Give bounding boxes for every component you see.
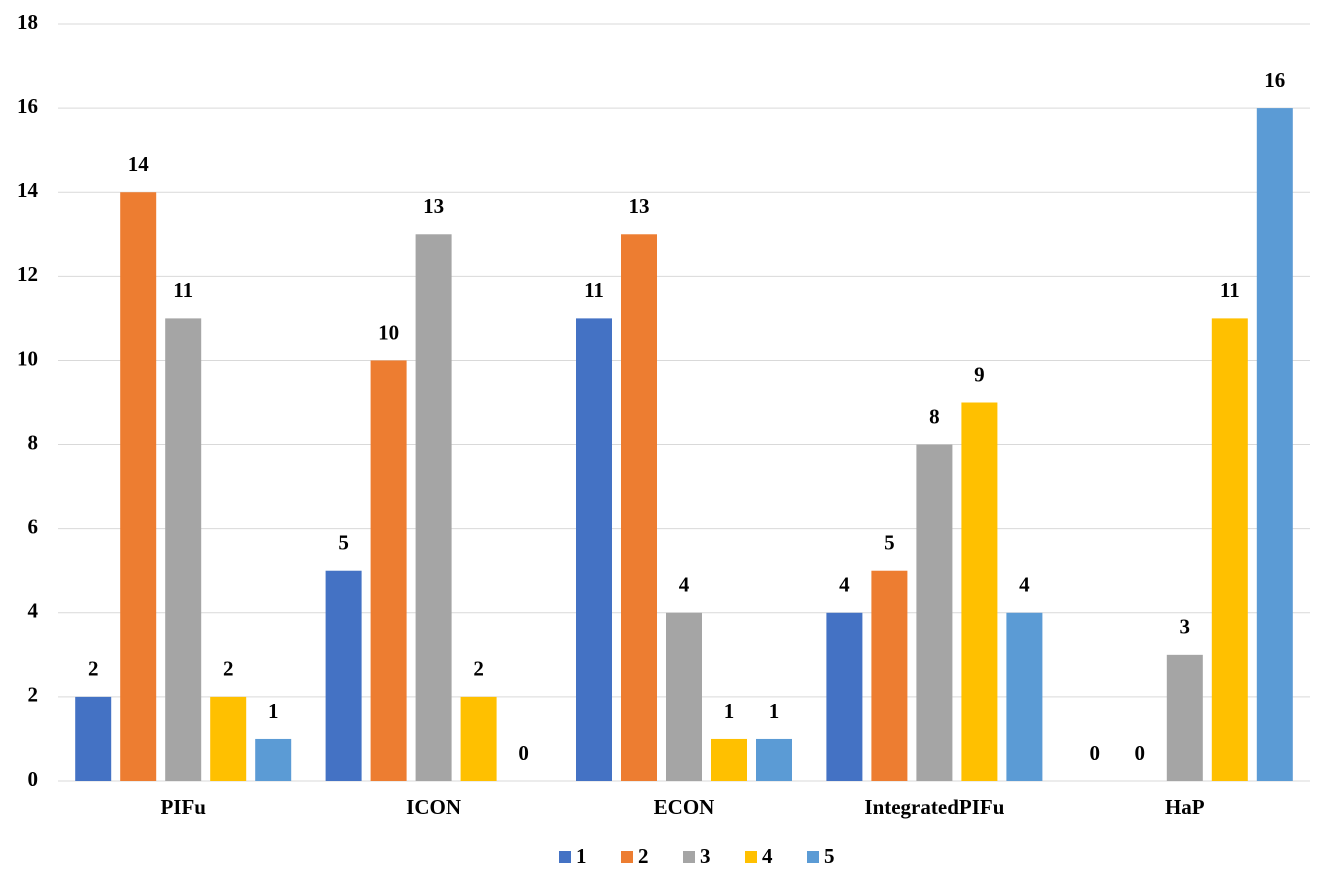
- bar: [621, 234, 657, 781]
- data-label: 2: [473, 657, 484, 681]
- bar: [576, 318, 612, 781]
- y-tick-label: 18: [17, 10, 38, 34]
- legend-swatch: [621, 851, 633, 863]
- bar: [165, 318, 202, 781]
- bar: [666, 612, 702, 781]
- data-label: 2: [223, 657, 234, 681]
- bar: [1211, 318, 1248, 781]
- data-label: 3: [1180, 615, 1191, 639]
- data-label: 11: [173, 278, 193, 302]
- y-tick-label: 6: [28, 514, 39, 538]
- legend-label: 2: [638, 844, 649, 868]
- legend-swatch: [683, 851, 695, 863]
- data-label: 4: [679, 573, 690, 597]
- x-tick-label: ICON: [406, 795, 461, 819]
- bar: [210, 696, 247, 781]
- data-label: 11: [1220, 278, 1240, 302]
- data-label: 13: [629, 194, 650, 218]
- y-tick-label: 12: [17, 262, 38, 286]
- data-label: 2: [88, 657, 99, 681]
- legend-swatch: [559, 851, 571, 863]
- bar: [871, 570, 908, 781]
- data-label: 16: [1264, 68, 1285, 92]
- data-label: 11: [584, 278, 604, 302]
- bar: [255, 738, 292, 781]
- legend-swatch: [807, 851, 819, 863]
- data-label: 10: [378, 320, 399, 344]
- data-label: 9: [974, 362, 985, 386]
- data-label: 0: [1090, 741, 1101, 765]
- bar: [711, 738, 747, 781]
- data-label: 0: [1135, 741, 1146, 765]
- bar: [120, 192, 157, 781]
- y-tick-label: 14: [17, 178, 39, 202]
- legend-label: 3: [700, 844, 711, 868]
- legend-label: 4: [762, 844, 773, 868]
- bar: [916, 444, 953, 781]
- y-tick-label: 0: [28, 767, 39, 791]
- legend-label: 5: [824, 844, 835, 868]
- data-label: 13: [423, 194, 444, 218]
- bar: [75, 696, 112, 781]
- y-tick-label: 2: [28, 683, 39, 707]
- y-tick-label: 16: [17, 94, 38, 118]
- data-label: 4: [1019, 573, 1030, 597]
- data-label: 4: [839, 573, 850, 597]
- x-tick-label: HaP: [1165, 795, 1205, 819]
- legend-label: 1: [576, 844, 587, 868]
- data-label: 8: [929, 404, 940, 428]
- bar: [961, 402, 998, 781]
- bar: [1256, 108, 1293, 782]
- x-tick-label: IntegratedPIFu: [864, 795, 1004, 819]
- bar: [826, 612, 863, 781]
- data-label: 1: [268, 699, 279, 723]
- data-label: 1: [769, 699, 780, 723]
- bar: [756, 738, 792, 781]
- y-tick-label: 4: [28, 599, 39, 623]
- data-label: 0: [518, 741, 529, 765]
- bar: [460, 696, 497, 781]
- data-label: 1: [724, 699, 735, 723]
- bar: [1166, 654, 1203, 781]
- y-tick-label: 10: [17, 346, 38, 370]
- data-label: 5: [884, 531, 895, 555]
- x-tick-label: PIFu: [160, 795, 206, 819]
- x-tick-label: ECON: [654, 795, 715, 819]
- data-label: 5: [338, 531, 349, 555]
- bar: [415, 234, 452, 781]
- bar: [370, 360, 407, 781]
- bar: [1006, 612, 1043, 781]
- y-tick-label: 8: [28, 430, 39, 454]
- data-label: 14: [128, 152, 150, 176]
- bar: [325, 570, 362, 781]
- legend-swatch: [745, 851, 757, 863]
